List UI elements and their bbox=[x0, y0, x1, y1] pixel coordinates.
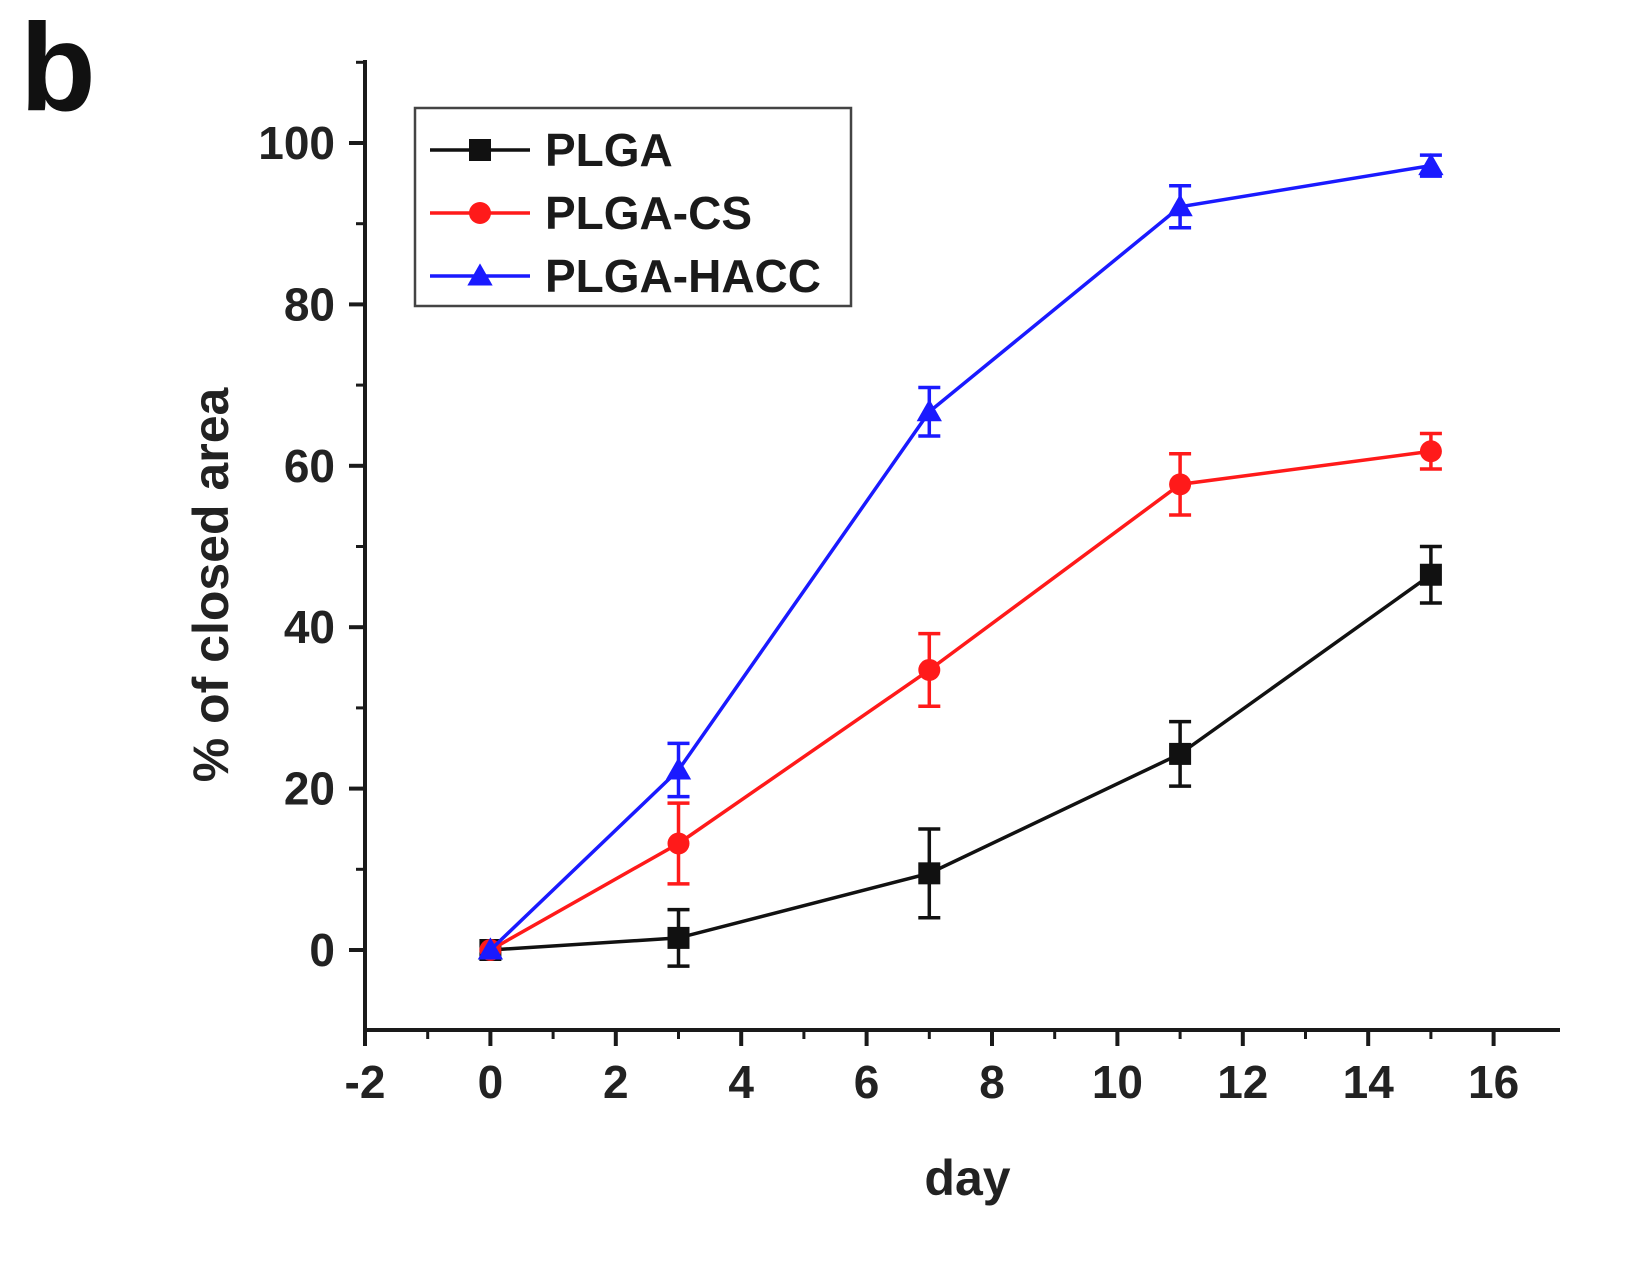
legend: PLGA PLGA-CS PLGA-HACC bbox=[413, 106, 853, 308]
legend-entry-plga: PLGA bbox=[430, 124, 673, 176]
y-tick-label: 40 bbox=[284, 601, 335, 653]
legend-marker bbox=[467, 263, 493, 286]
legend-entry-plga-cs: PLGA-CS bbox=[430, 187, 752, 239]
data-point-plga bbox=[667, 926, 690, 949]
x-tick-label: 6 bbox=[854, 1056, 880, 1108]
series-plga bbox=[479, 544, 1442, 968]
legend-marker bbox=[469, 139, 491, 161]
x-tick-label: 2 bbox=[603, 1056, 629, 1108]
y-tick-label: 0 bbox=[309, 924, 335, 976]
data-point-plga bbox=[1169, 742, 1192, 765]
panel-label: b bbox=[20, 0, 96, 137]
axis-ticks: -2 0 2 4 6 8 10 12 14 16 0 20 40 60 80 100 bbox=[258, 60, 1519, 1108]
series-line-plga-cs bbox=[489, 449, 1432, 952]
data-point-plga-hacc bbox=[1167, 194, 1193, 217]
data-point-plga-hacc bbox=[477, 937, 504, 960]
y-tick-label: 80 bbox=[284, 278, 335, 330]
x-tick-label: 4 bbox=[728, 1056, 754, 1108]
legend-entry-plga-hacc: PLGA-HACC bbox=[430, 250, 821, 302]
x-tick-label: -2 bbox=[345, 1056, 386, 1108]
legend-label: PLGA-HACC bbox=[545, 250, 821, 302]
data-point-plga-cs bbox=[918, 658, 941, 681]
data-point-plga-cs bbox=[667, 832, 690, 855]
y-tick-label: 20 bbox=[284, 763, 335, 815]
y-tick-label: 100 bbox=[258, 117, 335, 169]
y-tick-label: 60 bbox=[284, 440, 335, 492]
x-tick-label: 16 bbox=[1468, 1056, 1519, 1108]
legend-marker bbox=[469, 202, 491, 224]
data-point-plga-cs bbox=[1419, 440, 1442, 463]
x-axis-title: day bbox=[924, 1150, 1010, 1206]
x-tick-label: 14 bbox=[1343, 1056, 1395, 1108]
x-tick-label: 0 bbox=[478, 1056, 504, 1108]
x-tick-label: 10 bbox=[1092, 1056, 1143, 1108]
legend-label: PLGA bbox=[545, 124, 673, 176]
legend-label: PLGA-CS bbox=[545, 187, 752, 239]
data-point-plga-cs bbox=[1169, 473, 1192, 496]
data-series bbox=[477, 152, 1444, 968]
data-point-plga bbox=[918, 862, 941, 885]
series-plga-cs bbox=[479, 431, 1442, 961]
series-line-plga bbox=[490, 573, 1432, 952]
series-plga-hacc bbox=[477, 152, 1444, 960]
x-tick-label: 12 bbox=[1217, 1056, 1268, 1108]
y-axis-title: % of closed area bbox=[183, 387, 239, 783]
data-point-plga-hacc bbox=[916, 399, 942, 422]
x-tick-label: 8 bbox=[979, 1056, 1005, 1108]
data-point-plga-hacc bbox=[665, 757, 692, 780]
data-point-plga bbox=[1419, 563, 1442, 586]
data-point-plga-hacc bbox=[1418, 152, 1444, 176]
